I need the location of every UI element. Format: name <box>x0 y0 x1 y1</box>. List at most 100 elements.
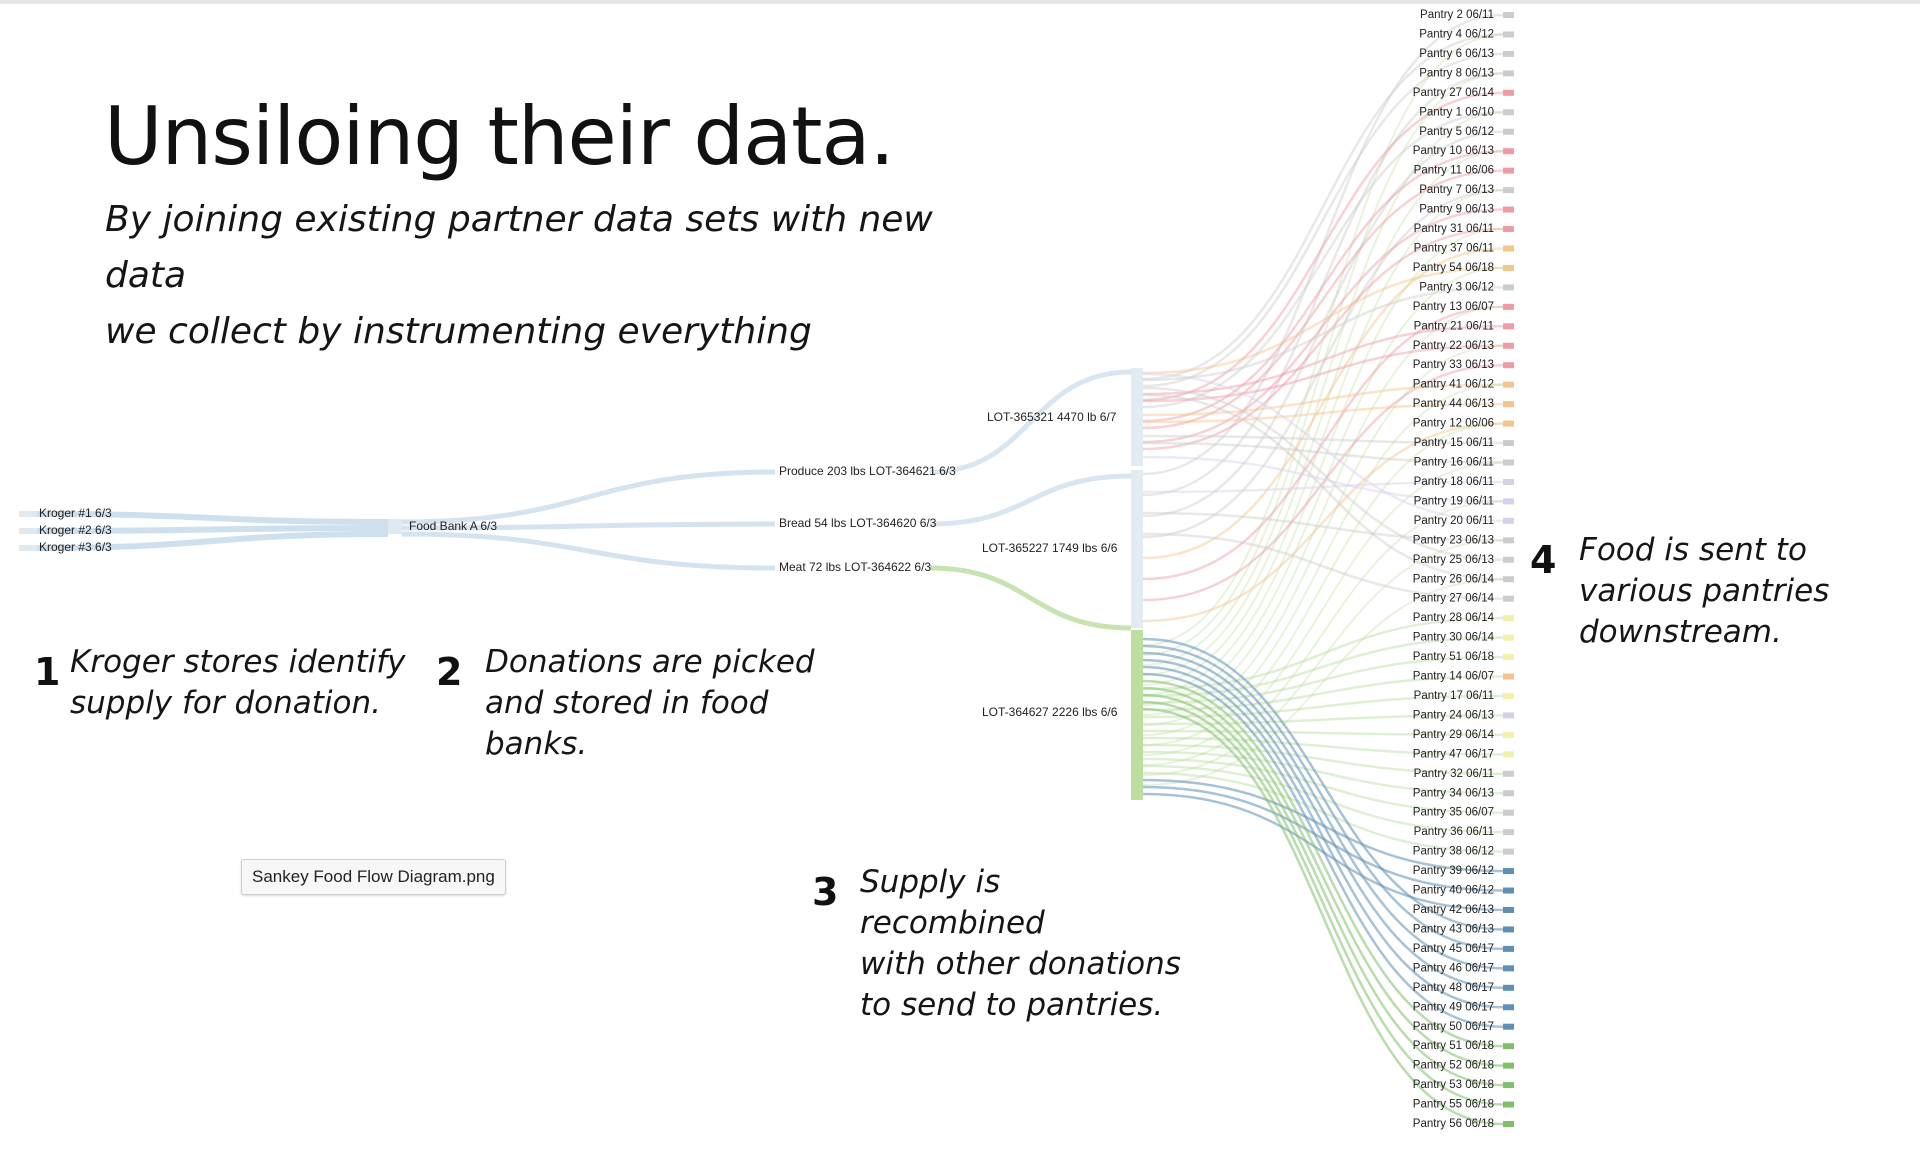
lot-to-pantry-link <box>1142 266 1504 375</box>
pantry-label: Pantry 51 06/18 <box>1413 651 1494 663</box>
lot-to-pantry-link <box>1142 532 1504 600</box>
pantry-node <box>1503 517 1514 524</box>
pantry-label: Pantry 11 06/06 <box>1414 165 1494 177</box>
lot-to-pantry-link <box>1142 480 1504 494</box>
lot-to-pantry-link <box>1142 658 1504 990</box>
subtitle-line-2: we collect by instrumenting everything <box>105 311 812 352</box>
pantry-label: Pantry 16 06/11 <box>1414 457 1494 469</box>
lot-to-pantry-link <box>1142 539 1504 776</box>
step-text-line: Donations are picked <box>485 644 815 680</box>
foodbank-to-donation-link <box>401 469 776 525</box>
pantry-node <box>1503 109 1514 116</box>
pantry-label: Pantry 55 06/18 <box>1413 1099 1494 1111</box>
pantry-label: Pantry 39 06/12 <box>1413 865 1494 877</box>
pantry-label: Pantry 35 06/07 <box>1413 807 1494 819</box>
pantry-label: Pantry 36 06/11 <box>1414 826 1494 838</box>
pantry-label: Pantry 50 06/17 <box>1413 1021 1494 1033</box>
lot-to-pantry-link <box>1142 13 1504 476</box>
store-label: Kroger #3 6/3 <box>39 540 112 554</box>
pantry-label: Pantry 3 06/12 <box>1419 281 1494 293</box>
lot-to-pantry-link <box>1142 693 1504 1087</box>
pantry-label: Pantry 7 06/13 <box>1419 184 1494 196</box>
store-to-foodbank-link <box>36 511 389 525</box>
pantry-node <box>1503 187 1514 194</box>
pantry-node <box>1503 751 1514 758</box>
lot-to-pantry-link <box>1142 91 1504 402</box>
lot-to-pantry-link <box>1142 511 1504 542</box>
pantry-node <box>1503 89 1514 96</box>
pantry-node <box>1503 206 1514 213</box>
pantry-label: Pantry 51 06/18 <box>1413 1040 1494 1052</box>
pantry-node <box>1503 790 1514 797</box>
pantry-node <box>1503 945 1514 952</box>
pantry-label: Pantry 52 06/18 <box>1413 1060 1494 1072</box>
step-1-caption: 1 Kroger stores identify supply for dona… <box>34 642 414 732</box>
donation-to-lot-link <box>929 369 1132 475</box>
step-text-line: Kroger stores identify <box>70 644 406 680</box>
pantry-label: Pantry 17 06/11 <box>1414 690 1494 702</box>
lot-to-pantry-link <box>1142 743 1504 776</box>
lot-to-pantry-link <box>1142 72 1504 656</box>
donation-to-lot-link <box>929 565 1132 631</box>
lot-to-pantry-link <box>1142 422 1504 623</box>
lot-node <box>1131 470 1143 628</box>
lot-to-pantry-link <box>1142 325 1504 396</box>
store-to-foodbank-link <box>36 531 389 551</box>
step-number: 3 <box>812 870 839 914</box>
step-number: 4 <box>1530 538 1557 582</box>
pantry-label: Pantry 21 06/11 <box>1414 320 1494 332</box>
lot-to-pantry-link <box>1142 434 1504 445</box>
pantry-label: Pantry 37 06/11 <box>1414 243 1494 255</box>
pantry-node <box>1503 712 1514 719</box>
store-node <box>19 511 37 517</box>
pantry-label: Pantry 38 06/12 <box>1413 846 1494 858</box>
pantry-label: Pantry 31 06/11 <box>1414 223 1494 235</box>
pantry-label: Pantry 30 06/14 <box>1413 632 1495 644</box>
pantry-label: Pantry 10 06/13 <box>1413 145 1494 157</box>
pantry-label: Pantry 34 06/13 <box>1413 787 1494 799</box>
pantry-node <box>1503 50 1514 57</box>
pantry-label: Pantry 6 06/13 <box>1419 48 1494 60</box>
pantry-node <box>1503 440 1514 447</box>
pantry-label: Pantry 29 06/14 <box>1413 729 1495 741</box>
lot-to-pantry-link <box>1142 750 1504 795</box>
lot-to-pantry-link <box>1142 707 1504 1126</box>
lot-to-pantry-link <box>1142 111 1504 409</box>
lot-to-pantry-link <box>1142 637 1504 931</box>
pantry-label: Pantry 27 06/14 <box>1413 87 1495 99</box>
pantry-node <box>1503 654 1514 661</box>
pantry-node <box>1503 926 1514 933</box>
lot-to-pantry-link <box>1142 344 1504 403</box>
step-number: 2 <box>436 650 463 694</box>
pantry-node <box>1503 829 1514 836</box>
pantry-node <box>1503 848 1514 855</box>
pantry-label: Pantry 46 06/17 <box>1413 962 1494 974</box>
lot-to-pantry-link <box>1142 266 1504 706</box>
lot-to-pantry-link <box>1142 679 1504 1048</box>
donation-label: Produce 203 lbs LOT-364621 6/3 <box>779 464 956 478</box>
lot-to-pantry-link <box>1142 227 1504 451</box>
pantry-label: Pantry 53 06/18 <box>1413 1079 1494 1091</box>
pantry-node <box>1503 459 1514 466</box>
pantry-node <box>1503 362 1514 369</box>
lot-to-pantry-link <box>1142 578 1504 786</box>
subtitle-line-1: By joining existing partner data sets wi… <box>105 199 933 296</box>
step-text-line: banks. <box>485 726 588 762</box>
pantry-node <box>1503 420 1514 427</box>
lot-label: LOT-365227 1749 lbs 6/6 <box>982 541 1118 555</box>
pantry-node <box>1503 284 1514 291</box>
lot-to-pantry-link <box>1142 644 1504 951</box>
lot-to-pantry-link <box>1142 500 1504 766</box>
pantry-node <box>1503 323 1514 330</box>
page-subtitle: By joining existing partner data sets wi… <box>105 192 1005 360</box>
pantry-label: Pantry 18 06/11 <box>1414 476 1494 488</box>
pantry-node <box>1503 809 1514 816</box>
pantry-node <box>1503 556 1514 563</box>
step-3-caption: 3 Supply is recombined with other donati… <box>812 862 1192 1023</box>
foodbank-to-donation-link <box>401 531 776 571</box>
pantry-label: Pantry 12 06/06 <box>1413 418 1494 430</box>
pantry-node <box>1503 692 1514 699</box>
lot-to-pantry-link <box>1142 383 1504 417</box>
pantry-label: Pantry 25 06/13 <box>1413 554 1494 566</box>
